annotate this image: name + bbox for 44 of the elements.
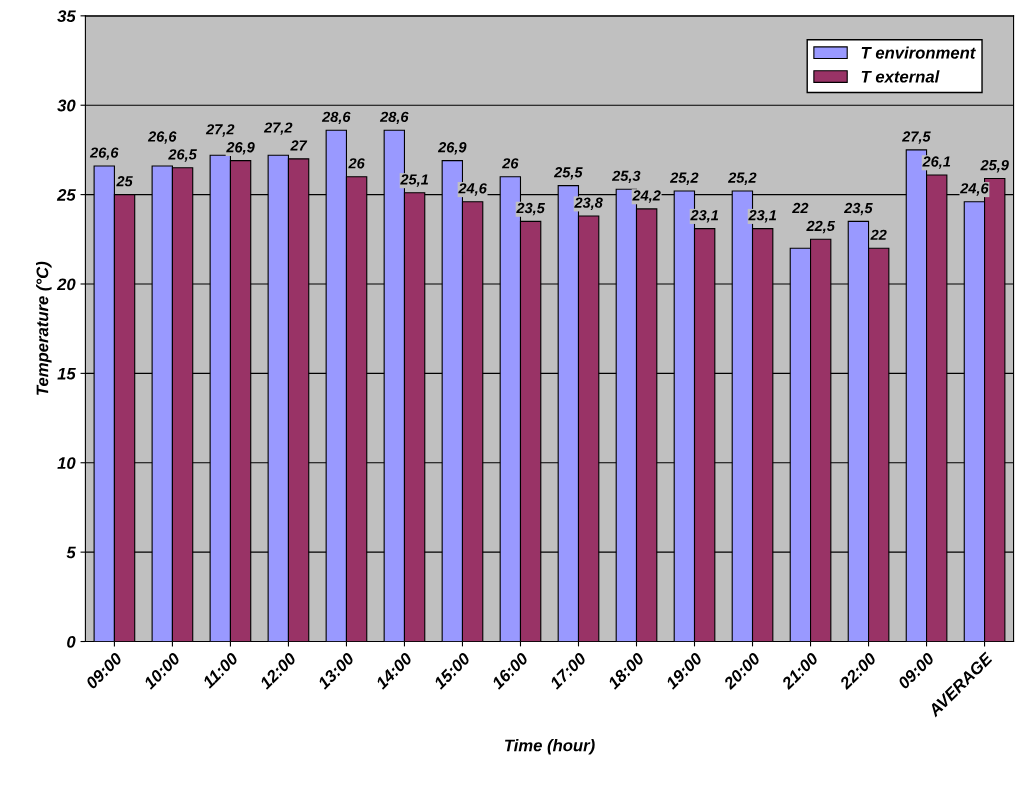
data-label: 26,6	[147, 131, 177, 144]
legend-label: T environment	[861, 46, 976, 59]
y-tick-label: 10	[57, 457, 76, 469]
data-label: 23,8	[574, 197, 603, 210]
y-tick-label: 25	[56, 189, 76, 201]
data-label: 25,3	[611, 170, 641, 184]
data-label: 25,9	[980, 159, 1009, 173]
data-label: 26,9	[226, 142, 255, 155]
data-label: 25,2	[669, 172, 699, 185]
y-axis-title: Temperature (°C)	[36, 261, 52, 395]
data-label: 23,5	[843, 202, 873, 216]
data-label: 26	[348, 158, 365, 169]
y-tick-label: 30	[57, 99, 76, 112]
data-label: 23,5	[516, 202, 545, 216]
data-label: 23,1	[748, 210, 777, 223]
data-label: 25,1	[400, 174, 429, 187]
data-label: 25,2	[727, 172, 757, 185]
data-label: 24,6	[959, 183, 989, 196]
y-tick-label: 5	[66, 546, 76, 559]
data-label: 26,9	[437, 142, 467, 155]
data-label: 26,5	[168, 149, 197, 162]
data-label: 28,6	[321, 111, 351, 125]
data-label: 26,1	[922, 156, 951, 169]
data-label: 25	[116, 176, 133, 187]
data-label: 27,2	[263, 122, 293, 135]
data-label: 28,6	[379, 111, 409, 125]
data-label: 22,5	[806, 220, 836, 234]
data-label: 22	[870, 229, 887, 240]
data-label: 23,1	[690, 210, 719, 223]
data-label: 27	[290, 140, 308, 151]
data-label: 22	[792, 202, 809, 214]
y-tick-label: 20	[56, 278, 76, 291]
data-label: 27,2	[205, 124, 235, 137]
data-label: 27,5	[901, 131, 931, 144]
x-axis-title: Time (hour)	[504, 739, 595, 755]
y-tick-label: 0	[67, 635, 76, 648]
data-label: 24,6	[458, 183, 487, 196]
y-tick-label: 35	[57, 10, 76, 23]
data-label: 24,2	[632, 190, 661, 203]
y-tick-label: 15	[57, 367, 76, 380]
data-label: 26	[501, 158, 519, 169]
legend-label: T external	[861, 70, 940, 83]
data-label: 25,5	[553, 167, 583, 180]
data-label: 26,6	[89, 147, 119, 160]
